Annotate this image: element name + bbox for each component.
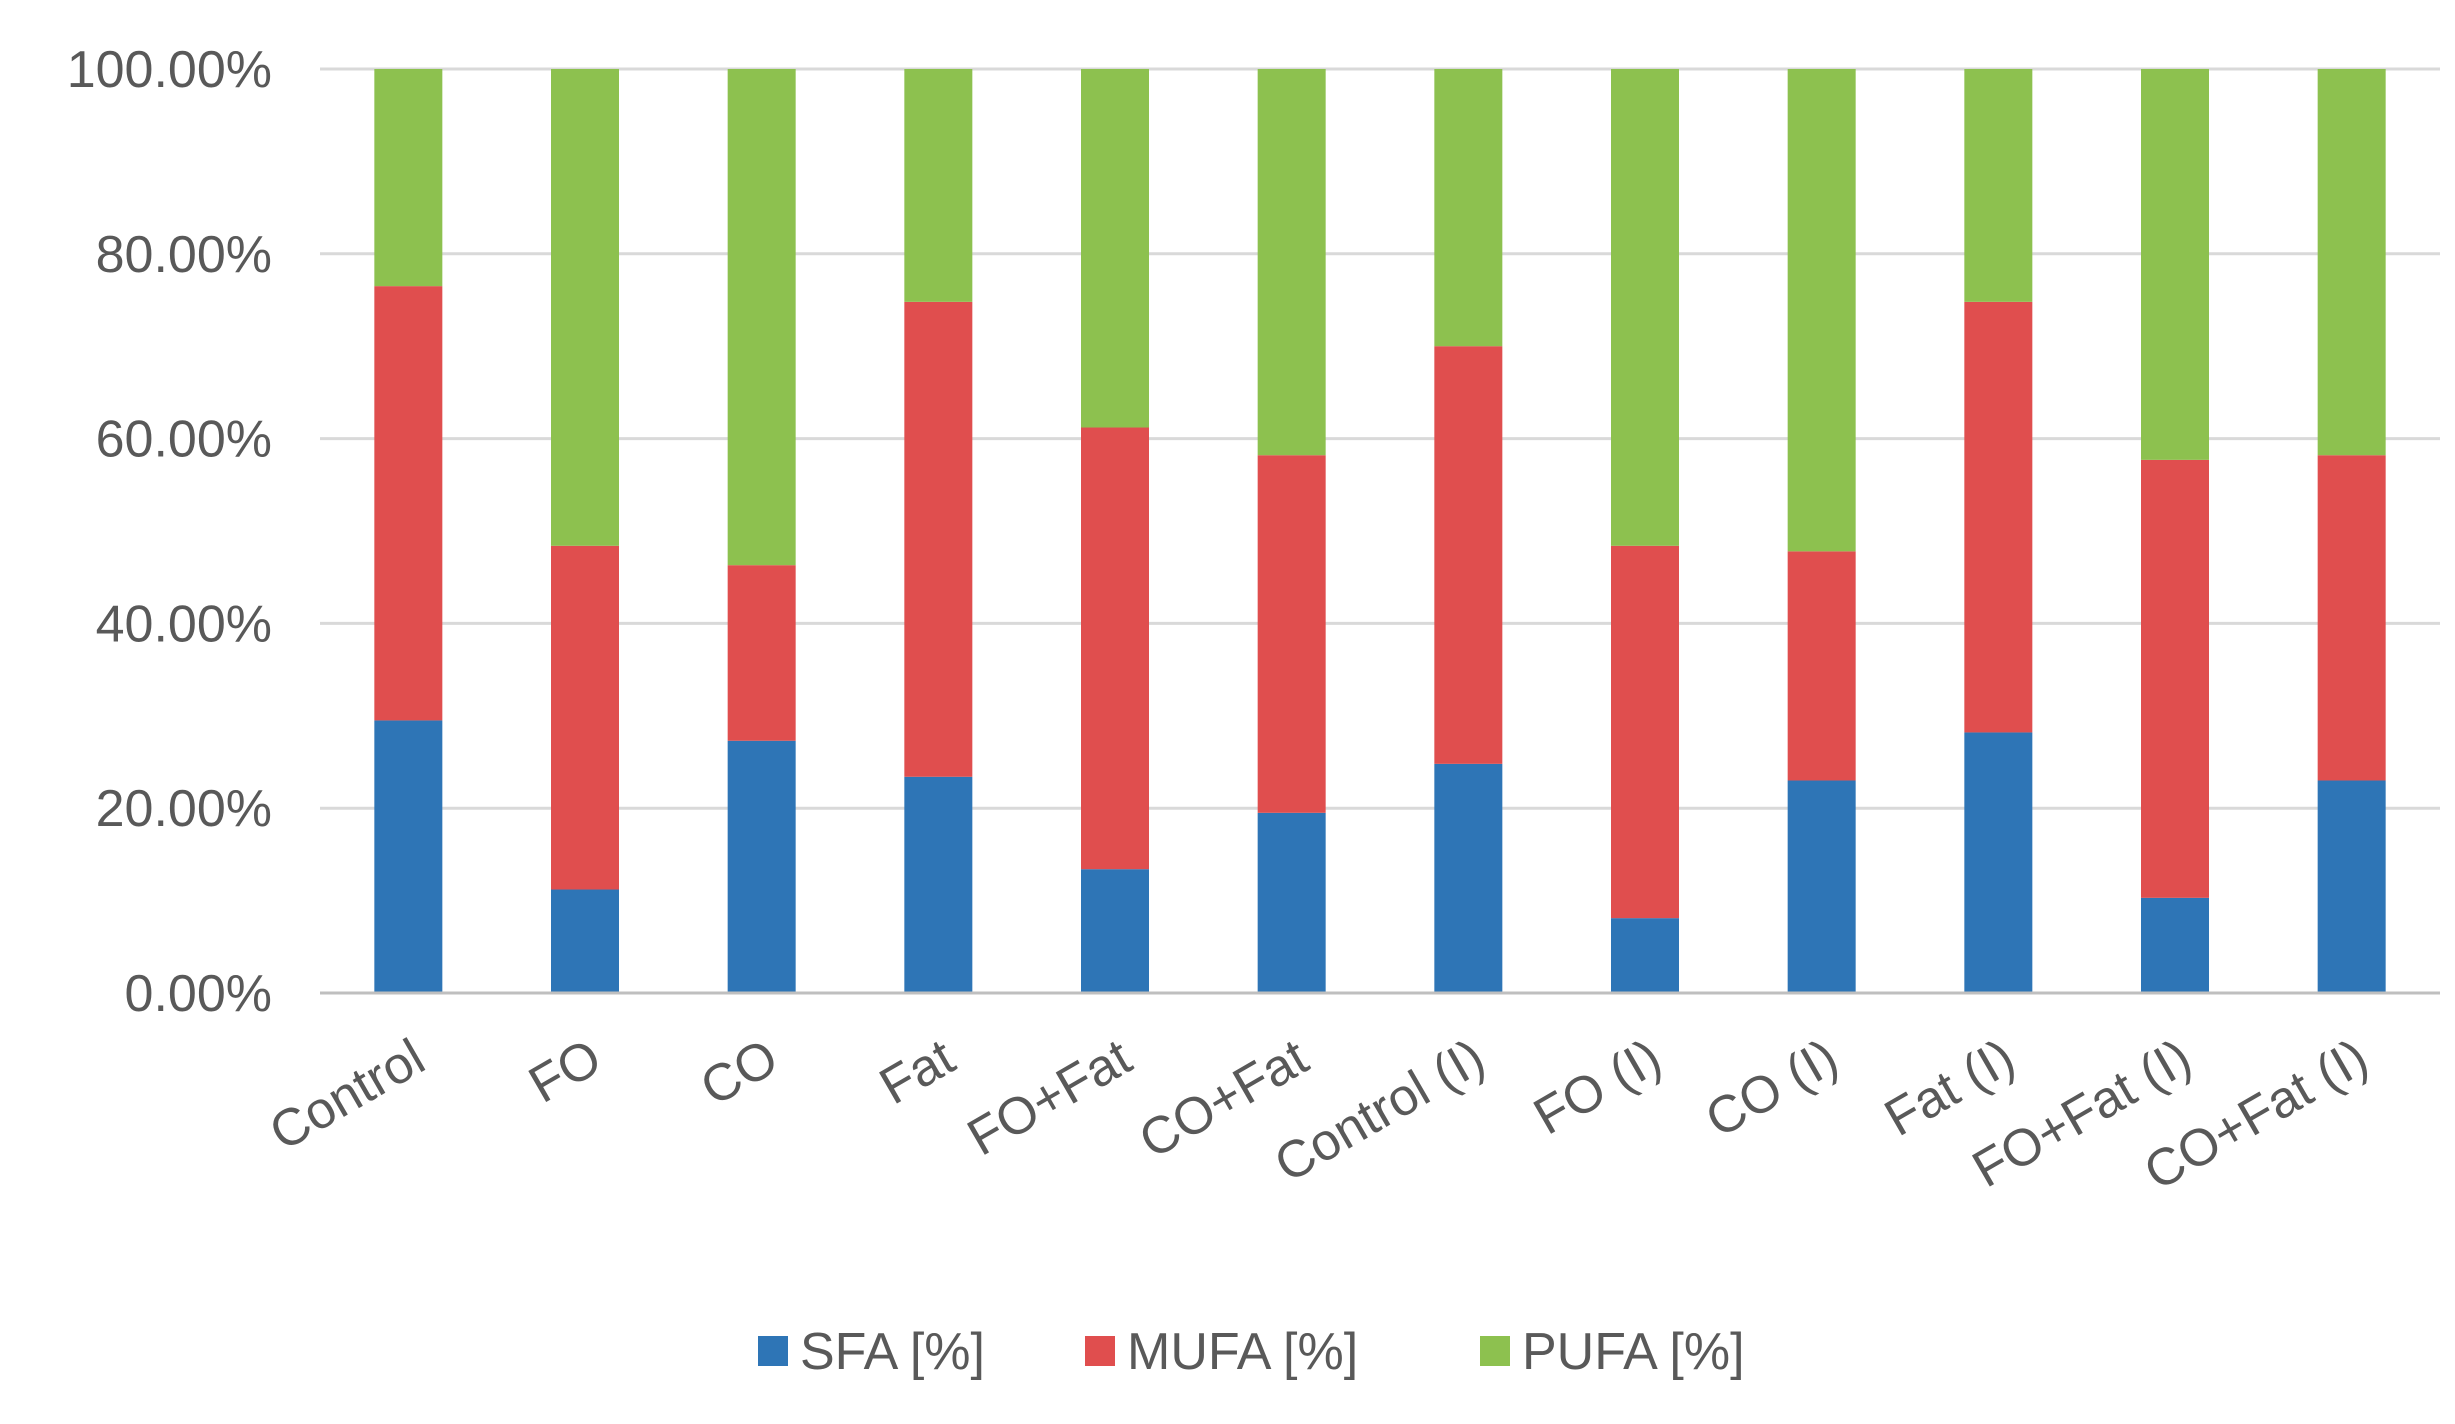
bar-segment-mufa-8 [1611, 545, 1679, 919]
bar-segment-sfa-4 [904, 776, 973, 993]
bar-segment-pufa-5 [1081, 69, 1149, 428]
y-tick-label: 80.00% [96, 226, 272, 284]
bar-segment-pufa-3 [727, 69, 796, 566]
bar-segment-mufa-5 [1081, 427, 1149, 870]
bar-segment-pufa-7 [1434, 69, 1503, 347]
legend-swatch-pufa [1480, 1336, 1510, 1366]
legend: SFA [%] MUFA [%] PUFA [%] [758, 1323, 1745, 1381]
bar-segment-sfa-1 [374, 720, 443, 993]
legend-swatch-mufa [1085, 1336, 1115, 1366]
bar-segment-mufa-10 [1964, 301, 2033, 733]
bar-segment-sfa-10 [1964, 732, 2033, 993]
y-tick-label: 40.00% [96, 595, 272, 653]
bar-segment-sfa-7 [1434, 763, 1503, 993]
bar-segment-pufa-8 [1611, 69, 1679, 546]
bar-segment-mufa-1 [374, 286, 443, 721]
legend-label-mufa: MUFA [%] [1127, 1323, 1358, 1381]
y-tick-label: 100.00% [67, 41, 272, 99]
bar-segment-sfa-9 [1787, 780, 1856, 993]
bar-segment-mufa-6 [1257, 455, 1326, 813]
bar-segment-pufa-10 [1964, 69, 2033, 302]
bar-segment-mufa-2 [551, 545, 619, 890]
y-tick-label: 60.00% [96, 411, 272, 469]
y-tick-label: 20.00% [96, 780, 272, 838]
x-category-label: FO [519, 1028, 611, 1114]
bar-segment-pufa-1 [374, 69, 443, 287]
y-axis-ticks: 0.00% 20.00% 40.00% 60.00% 80.00% 100.00% [67, 41, 272, 1023]
bar-segment-pufa-11 [2141, 69, 2209, 460]
gridlines [320, 67, 2440, 810]
bar-segment-sfa-5 [1081, 869, 1149, 993]
bar-segment-pufa-4 [904, 69, 973, 302]
bar-segment-sfa-6 [1257, 812, 1326, 993]
x-category-label: CO [691, 1028, 788, 1117]
bar-segment-sfa-3 [727, 740, 796, 993]
x-category-label: Fat [870, 1028, 965, 1116]
bar-segment-sfa-2 [551, 889, 619, 993]
x-category-label: FO (I) [1524, 1028, 1671, 1146]
bar-segment-sfa-11 [2141, 897, 2209, 993]
legend-label-pufa: PUFA [%] [1522, 1323, 1745, 1381]
bar-segment-mufa-4 [904, 301, 973, 777]
legend-label-sfa: SFA [%] [800, 1323, 985, 1381]
bar-segment-mufa-9 [1787, 551, 1856, 781]
x-category-label: Control [260, 1028, 434, 1162]
legend-swatch-sfa [758, 1336, 788, 1366]
bar-segment-sfa-8 [1611, 918, 1679, 993]
x-category-label: FO+Fat [958, 1028, 1141, 1167]
bar-segment-mufa-11 [2141, 459, 2209, 898]
bar-segment-pufa-9 [1787, 69, 1856, 552]
bar-segment-sfa-12 [2317, 780, 2386, 993]
bars [374, 69, 2386, 993]
bar-segment-mufa-12 [2317, 455, 2386, 781]
x-category-label: CO (I) [1696, 1028, 1848, 1149]
bar-segment-pufa-2 [551, 69, 619, 546]
bar-segment-mufa-7 [1434, 346, 1503, 764]
bar-segment-mufa-3 [727, 565, 796, 741]
bar-segment-pufa-12 [2317, 69, 2386, 456]
y-tick-label: 0.00% [125, 965, 272, 1023]
bar-segment-pufa-6 [1257, 69, 1326, 456]
